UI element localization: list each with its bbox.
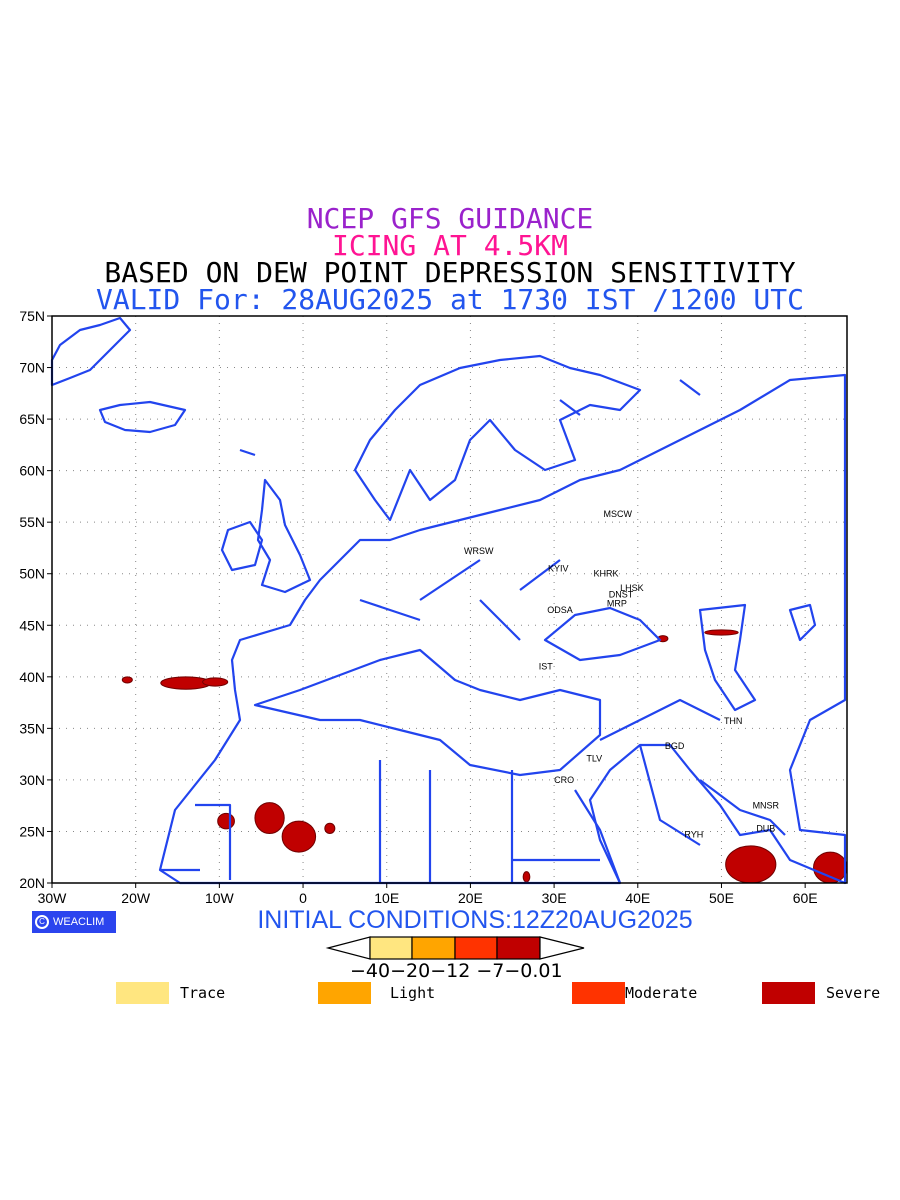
coast-ireland (220, 520, 264, 572)
lat-tick-label: 75N (19, 308, 45, 324)
colorbar-labels: −40−20−12 −7−0.01 (350, 960, 563, 982)
lat-tick-label: 65N (19, 411, 45, 427)
lon-tick-label: 0 (299, 890, 307, 906)
lat-tick-label: 55N (19, 514, 45, 530)
lon-tick-label: 10E (374, 890, 399, 906)
weaclim-logo-icon: C (35, 915, 49, 929)
city-label: BGD (665, 741, 685, 751)
icing-area-severe (121, 676, 133, 684)
lat-tick-label: 50N (19, 566, 45, 582)
city-label: CRO (554, 775, 574, 785)
lon-tick-label: 60E (793, 890, 818, 906)
lat-tick-label: 35N (19, 720, 45, 736)
lon-tick-label: 20E (458, 890, 483, 906)
weaclim-logo-label: WEACLIM (53, 916, 105, 928)
coast-caspian (698, 603, 757, 712)
lat-tick-label: 45N (19, 617, 45, 633)
icing-area-severe (281, 820, 317, 853)
colorbar-right-arrow (539, 936, 585, 960)
coast-black-sea (543, 606, 662, 662)
city-label: KHRK (593, 569, 618, 579)
lat-tick-label: 25N (19, 823, 45, 839)
lon-tick-label: 30E (542, 890, 567, 906)
city-label: LHSK (620, 583, 644, 593)
coast-red-sea (574, 789, 622, 884)
coast-iceland (98, 400, 187, 434)
city-label: IST (539, 662, 554, 672)
lat-tick-label: 70N (19, 360, 45, 376)
city-label: MSCW (603, 509, 632, 519)
colorbar-left-arrow (325, 936, 371, 960)
legend-light-swatch (318, 982, 371, 1004)
city-label: DNST (609, 589, 634, 599)
city-label: RYH (684, 830, 703, 840)
lon-tick-label: 50E (709, 890, 734, 906)
city-label: TLV (586, 753, 602, 763)
city-label: MNSR (753, 801, 780, 811)
city-label: DUB (756, 823, 775, 833)
lon-tick-label: 30W (38, 890, 68, 906)
colorbar-bin-severe (496, 936, 541, 960)
legend-severe-label: Severe (826, 984, 881, 1002)
city-label: MRP (607, 599, 627, 609)
title-method: BASED ON DEW POINT DEPRESSION SENSITIVIT… (104, 256, 796, 289)
lat-tick-label: 30N (19, 772, 45, 788)
icing-area-severe (254, 802, 285, 835)
colorbar-bin-moderate (454, 936, 498, 960)
lat-tick-label: 60N (19, 463, 45, 479)
initial-conditions: INITIAL CONDITIONS:12Z20AUG2025 (257, 906, 693, 934)
lat-tick-label: 40N (19, 669, 45, 685)
legend-severe-swatch (762, 982, 815, 1004)
title-model: NCEP GFS GUIDANCE (306, 202, 594, 235)
city-label: KYIV (548, 564, 569, 574)
legend-trace-swatch (116, 982, 169, 1004)
lon-tick-label: 10W (205, 890, 235, 906)
coast-islands (239, 379, 817, 642)
legend-trace-label: Trace (180, 984, 226, 1002)
colorbar-bin-trace (369, 936, 413, 960)
city-label: WRSW (464, 546, 494, 556)
legend-moderate-label: Moderate (625, 984, 698, 1002)
icing-area-severe (324, 822, 336, 835)
coast-britain (256, 478, 312, 594)
lon-tick-label: 40E (625, 890, 650, 906)
coast-greenland (50, 316, 132, 387)
coast-persian-gulf (699, 779, 786, 836)
legend-moderate-swatch (572, 982, 625, 1004)
border-lines (160, 559, 721, 883)
legend-light-label: Light (390, 984, 436, 1002)
coast-mediterranean (253, 648, 602, 777)
icing-area-severe (704, 629, 739, 636)
map-frame (51, 315, 848, 884)
city-label: ODSA (547, 605, 573, 615)
colorbar-bin-light (411, 936, 456, 960)
weaclim-logo: C WEACLIM (32, 911, 116, 933)
city-label: THN (724, 716, 743, 726)
icing-area-severe (202, 677, 229, 687)
title-valid-time: VALID For: 28AUG2025 at 1730 IST /1200 U… (95, 283, 804, 316)
lon-tick-label: 20W (121, 890, 151, 906)
title-parameter: ICING AT 4.5KM (331, 229, 568, 262)
lat-tick-label: 20N (19, 875, 45, 891)
